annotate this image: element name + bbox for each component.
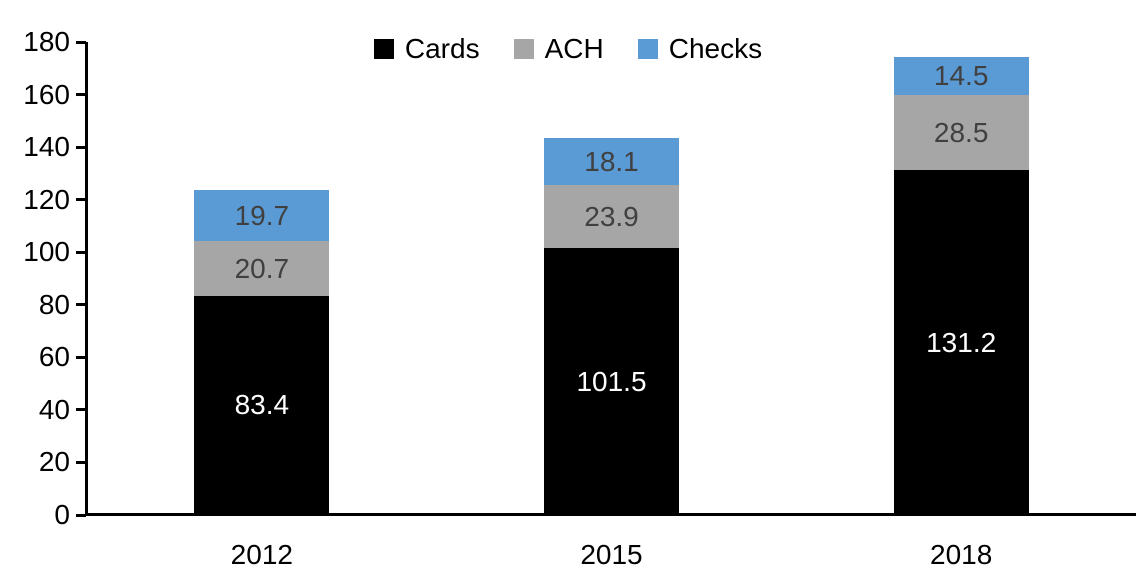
bar-segment-checks: 19.7: [194, 189, 330, 242]
bar-value-label: 101.5: [576, 365, 647, 397]
y-axis-label: 80: [38, 288, 70, 320]
y-axis-label: 180: [23, 26, 70, 57]
legend-item-checks: Checks: [637, 33, 763, 64]
x-axis-label: 2015: [580, 539, 643, 570]
bar-value-label: 23.9: [584, 200, 639, 232]
bar-2012: 83.4 20.7 19.7: [194, 189, 330, 515]
y-axis-tick: [76, 40, 86, 44]
bar-segment-ach: 23.9: [544, 185, 679, 249]
legend-label: Cards: [404, 33, 480, 64]
y-axis-label: 120: [23, 183, 70, 215]
bar-2015: 101.5 23.9 18.1: [544, 137, 679, 515]
legend-item-cards: Cards: [373, 33, 480, 64]
bar-segment-cards: 83.4: [194, 295, 330, 515]
y-axis-tick: [76, 303, 86, 307]
bar-value-label: 19.7: [234, 199, 290, 231]
legend-swatch-ach: [513, 39, 534, 59]
legend-label: ACH: [544, 33, 604, 64]
y-axis-tick: [76, 250, 86, 254]
bar-value-label: 20.7: [234, 252, 290, 284]
x-axis-label: 2018: [930, 539, 993, 570]
y-axis-tick: [76, 145, 86, 149]
legend-swatch-cards: [373, 39, 394, 59]
bar-value-label: 131.2: [926, 326, 997, 358]
y-axis-label: 40: [38, 393, 70, 425]
bar-value-label: 18.1: [584, 145, 639, 177]
bar-value-label: 28.5: [933, 116, 989, 148]
bar-value-label: 83.4: [234, 389, 290, 421]
x-axis-label: 2012: [230, 539, 293, 570]
y-axis-label: 20: [38, 446, 70, 478]
y-axis-label: 100: [23, 236, 70, 268]
legend: Cards ACH Checks: [0, 30, 1136, 68]
y-axis-tick: [76, 198, 86, 202]
bar-value-label: 14.5: [933, 60, 989, 92]
bar-segment-cards: 101.5: [544, 248, 679, 515]
legend-swatch-checks: [637, 39, 658, 59]
bar-segment-checks: 14.5: [893, 57, 1029, 96]
y-axis-tick: [76, 93, 86, 97]
bar-segment-ach: 28.5: [893, 95, 1029, 171]
y-axis-label: 60: [38, 341, 70, 373]
y-axis-tick: [76, 513, 86, 517]
legend-item-ach: ACH: [513, 33, 604, 64]
bar-segment-checks: 18.1: [544, 137, 679, 186]
y-axis-tick: [76, 460, 86, 464]
y-axis-label: 0: [54, 499, 70, 530]
y-axis-label: 140: [23, 131, 70, 163]
y-axis-line: [85, 42, 88, 516]
bar-segment-ach: 20.7: [194, 241, 330, 296]
legend-label: Checks: [668, 33, 763, 64]
y-axis-tick: [76, 355, 86, 359]
bar-segment-cards: 131.2: [893, 170, 1029, 515]
y-axis-tick: [76, 408, 86, 412]
y-axis-label: 160: [23, 78, 70, 110]
bar-2018: 131.2 28.5 14.5: [893, 57, 1029, 515]
